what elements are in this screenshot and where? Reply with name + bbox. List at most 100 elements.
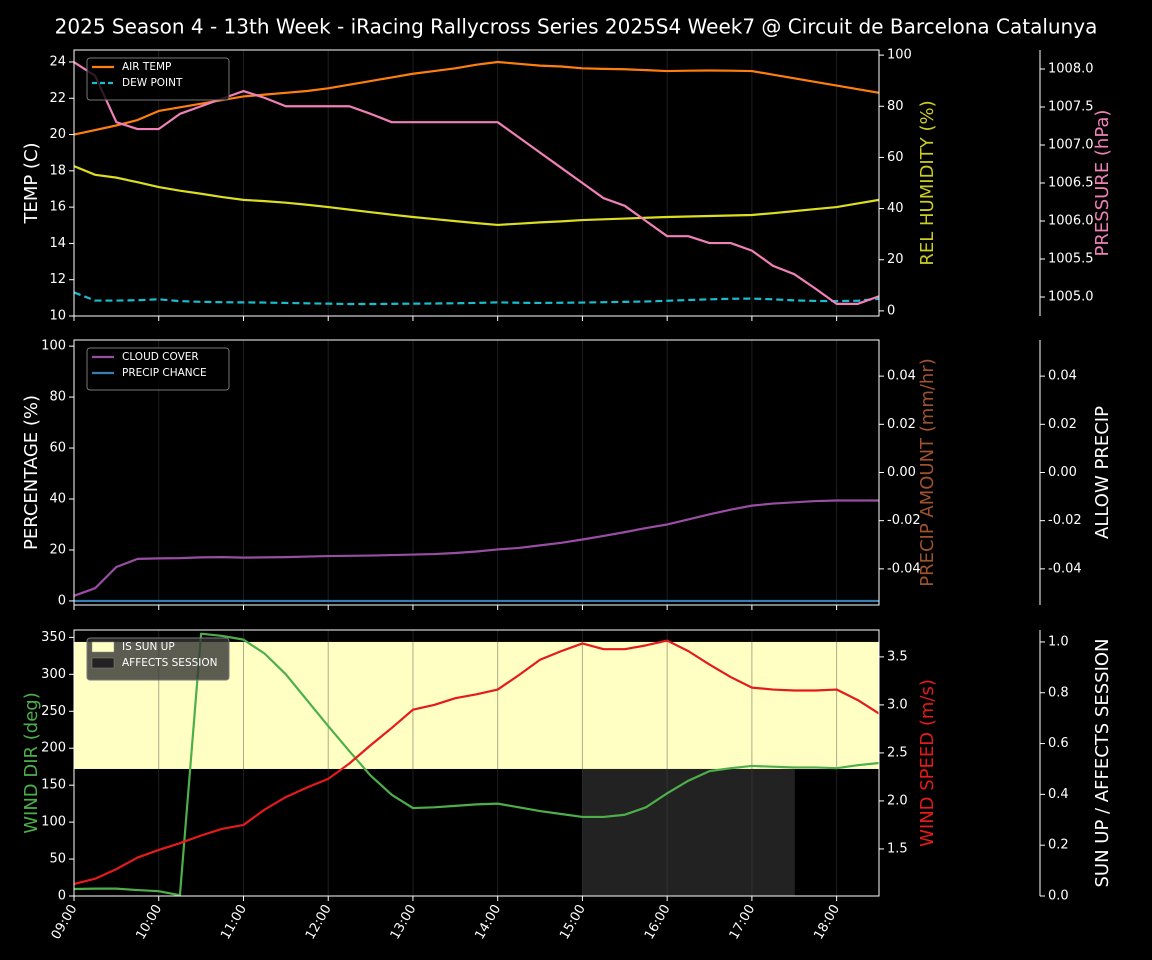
series-line: [73, 60, 880, 136]
y3-tick-label: 0.04: [1048, 369, 1077, 384]
legend-label: PRECIP CHANCE: [122, 367, 207, 379]
y-tick-label: 250: [41, 704, 66, 719]
axis-label: WIND DIR (deg): [21, 692, 42, 834]
y2-tick-label: 0: [887, 303, 895, 318]
band: [751, 768, 774, 896]
band: [730, 768, 753, 896]
y3-tick-label: 0.0: [1048, 889, 1069, 904]
y-tick-label: 0: [58, 593, 66, 608]
axis-label: TEMP (C): [21, 142, 42, 224]
y2-tick-label: 60: [887, 150, 904, 165]
band: [540, 641, 562, 769]
band: [815, 641, 838, 769]
y-tick-label: 12: [49, 272, 66, 287]
band: [455, 641, 477, 769]
y-tick-label: 80: [49, 390, 66, 405]
y3-tick-label: 1006.5: [1048, 176, 1094, 191]
y2-tick-label: 0.00: [887, 465, 916, 480]
band: [624, 768, 647, 896]
legend-label: DEW POINT: [122, 77, 183, 89]
y3-tick-label: 0.2: [1048, 838, 1069, 853]
chart-title: 2025 Season 4 - 13th Week - iRacing Rall…: [55, 15, 1098, 39]
band: [370, 641, 393, 769]
band: [751, 641, 774, 769]
band: [349, 641, 372, 769]
y2-tick-label: 3.0: [887, 697, 908, 712]
band: [561, 641, 583, 769]
axis-label: WIND SPEED (m/s): [917, 679, 938, 847]
y-tick-label: 60: [49, 441, 66, 456]
y2-tick-label: 0.02: [887, 417, 916, 432]
band: [497, 641, 520, 769]
axis-label: PRESSURE (hPa): [1092, 110, 1113, 257]
y3-tick-label: -0.02: [1048, 513, 1082, 528]
y3-tick-label: 1005.5: [1048, 252, 1094, 267]
y3-tick-label: 0.6: [1048, 736, 1069, 751]
band: [603, 768, 626, 896]
series-line: [73, 632, 880, 897]
legend-box: [86, 347, 230, 391]
band: [582, 768, 605, 896]
band: [794, 641, 816, 769]
plot-frame: [73, 629, 880, 897]
y-tick-label: 18: [49, 163, 66, 178]
y-tick-label: 16: [49, 200, 66, 215]
axis-label: PERCENTAGE (%): [21, 395, 42, 550]
series-line: [73, 499, 879, 597]
band: [709, 768, 732, 896]
band: [709, 641, 732, 769]
legend-box: [86, 637, 230, 681]
y-tick-label: 24: [49, 54, 66, 69]
legend-label: CLOUD COVER: [122, 351, 199, 363]
band: [645, 768, 668, 896]
y3-tick-label: 1.0: [1048, 634, 1069, 649]
axis-label: PRECIP AMOUNT (mm/hr): [917, 358, 938, 587]
y2-tick-label: -0.04: [887, 561, 921, 576]
y-tick-label: 10: [49, 309, 66, 324]
y-tick-label: 22: [49, 91, 66, 106]
band: [391, 641, 414, 769]
y-tick-label: 200: [41, 741, 66, 756]
y2-tick-label: 80: [887, 99, 904, 114]
y2-tick-label: 3.5: [887, 649, 908, 664]
band: [582, 641, 605, 769]
band: [518, 641, 541, 769]
y2-tick-label: 20: [887, 252, 904, 267]
axis-label: SUN UP / AFFECTS SESSION: [1092, 638, 1113, 887]
y3-tick-label: 1006.0: [1048, 214, 1094, 229]
series-line: [73, 639, 880, 886]
band: [476, 641, 499, 769]
y-tick-label: 14: [49, 236, 66, 251]
y-tick-label: 300: [41, 667, 66, 682]
y3-tick-label: 1008.0: [1048, 62, 1094, 77]
legend-box: [86, 57, 230, 101]
y3-tick-label: 0.00: [1048, 465, 1077, 480]
y3-tick-label: 1007.5: [1048, 100, 1094, 115]
y-tick-label: 20: [49, 127, 66, 142]
band: [285, 641, 308, 769]
y3-tick-label: 0.8: [1048, 685, 1069, 700]
band: [857, 641, 880, 769]
series-line: [73, 61, 880, 305]
band: [667, 641, 689, 769]
axis-label: ALLOW PRECIP: [1092, 406, 1113, 539]
y3-tick-label: 0.02: [1048, 417, 1077, 432]
band: [773, 641, 795, 769]
y-tick-label: 0: [58, 889, 66, 904]
y-tick-label: 100: [41, 815, 66, 830]
y3-tick-label: -0.04: [1048, 561, 1082, 576]
band: [434, 641, 456, 769]
y2-tick-label: -0.02: [887, 513, 921, 528]
y3-tick-label: 0.4: [1048, 787, 1069, 802]
band: [243, 641, 266, 769]
legend-swatch: [91, 641, 115, 653]
axis-label: REL HUMIDITY (%): [917, 100, 938, 265]
band: [688, 641, 711, 769]
y-tick-label: 50: [49, 852, 66, 867]
y3-tick-label: 1007.0: [1048, 138, 1094, 153]
band: [836, 641, 859, 769]
band: [730, 641, 753, 769]
